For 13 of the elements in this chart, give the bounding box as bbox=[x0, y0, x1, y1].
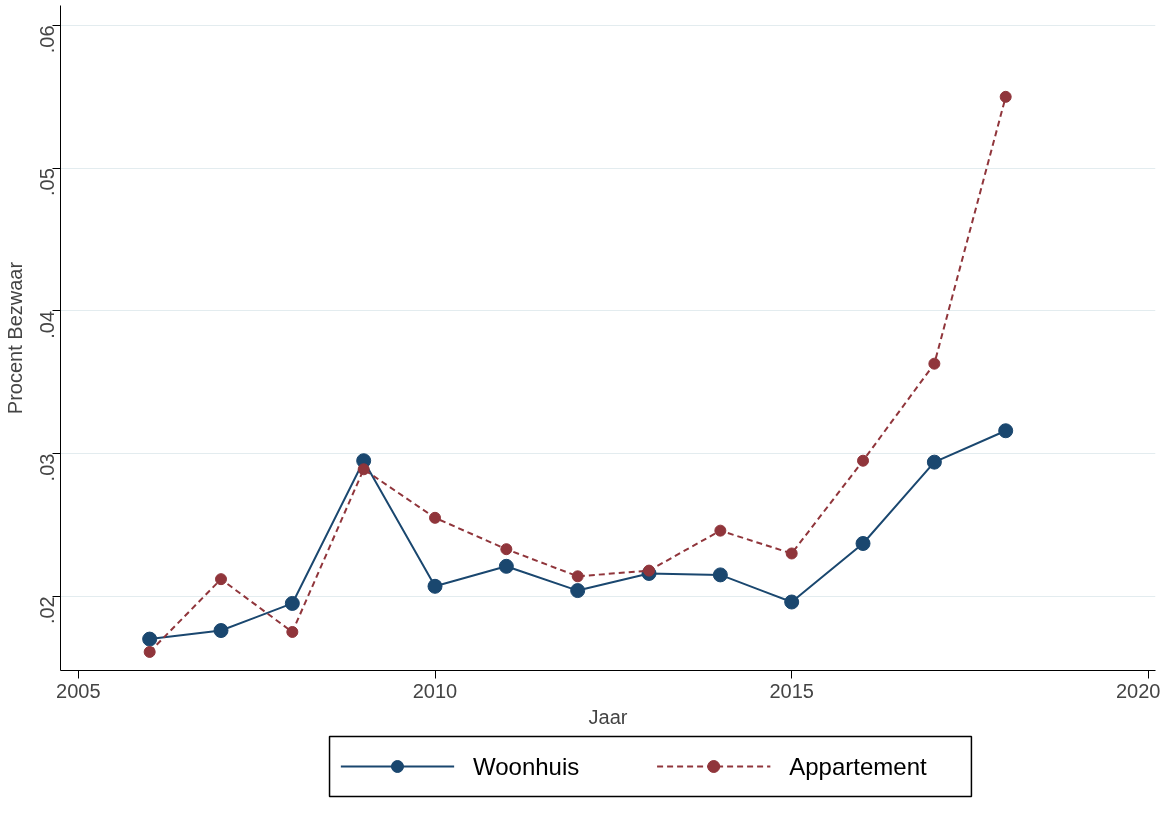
y-tick-label: .06 bbox=[36, 25, 59, 54]
y-axis-title: Procent Bezwaar bbox=[3, 261, 26, 415]
x-tick-label: 2015 bbox=[769, 679, 814, 702]
x-tick-label: 2020 bbox=[1116, 679, 1161, 702]
y-tick-label: .02 bbox=[36, 596, 59, 625]
y-tick-label: .04 bbox=[36, 310, 59, 339]
y-tick-label: .05 bbox=[36, 168, 59, 196]
y-tick-label: .03 bbox=[36, 453, 59, 482]
x-tick-label: 2010 bbox=[412, 679, 458, 702]
x-axis-title: Jaar bbox=[588, 705, 628, 728]
legend-label: Appartement bbox=[789, 753, 927, 780]
legend-label: Woonhuis bbox=[473, 753, 580, 780]
x-tick-label: 2005 bbox=[56, 679, 101, 702]
